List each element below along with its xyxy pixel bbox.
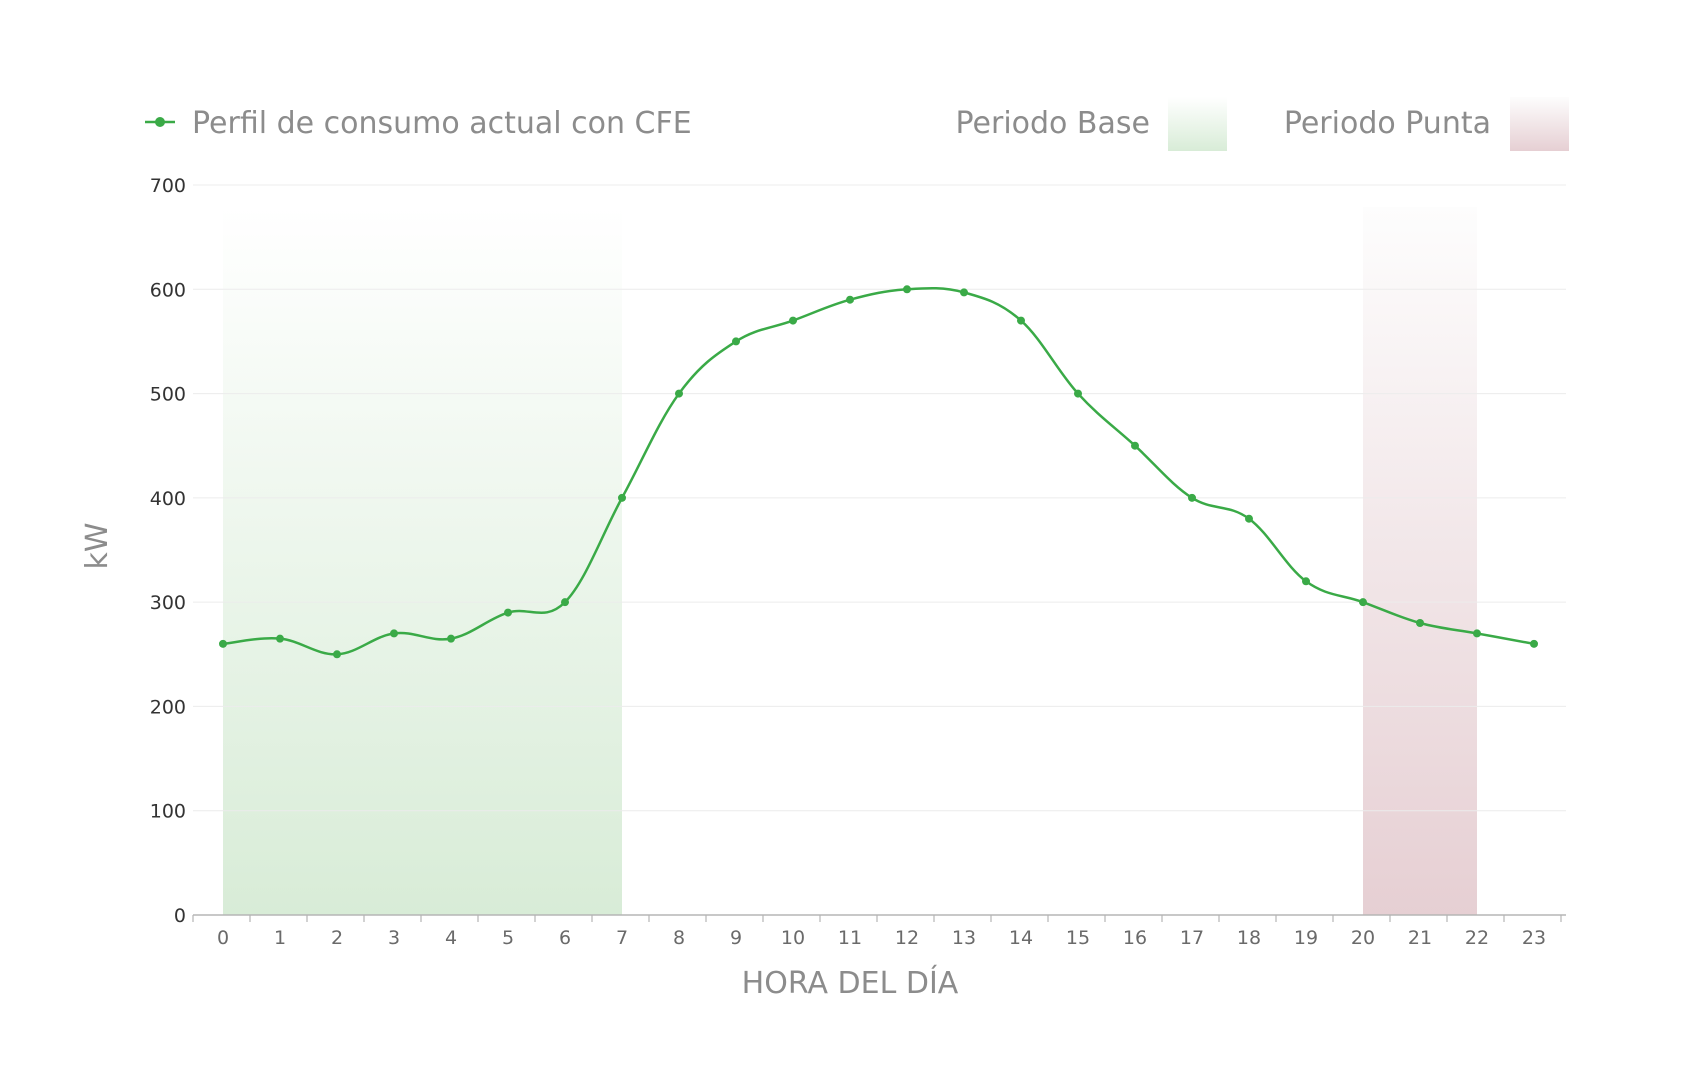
data-point[interactable] [447,634,455,643]
axis-titles: HORA DEL DÍA kW [80,522,959,1001]
grid-lines [193,184,1566,812]
data-point[interactable] [219,639,227,648]
y-tick-label: 700 [150,175,186,197]
y-tick-label: 200 [150,696,186,718]
legend-band-swatch [1510,97,1569,151]
x-tick-label: 9 [730,927,742,949]
y-tick-label: 300 [150,592,186,614]
x-tick-label: 0 [217,927,229,949]
data-point[interactable] [960,288,968,297]
data-point[interactable] [1074,389,1082,398]
x-tick-label: 22 [1465,927,1489,949]
data-point[interactable] [1359,598,1367,607]
data-point[interactable] [276,634,284,643]
series-layer [219,285,1538,659]
x-tick-label: 3 [388,927,400,949]
x-tick-label: 6 [559,927,571,949]
data-point[interactable] [1188,493,1196,502]
x-tick-label: 21 [1408,927,1432,949]
period-bands [223,207,1477,915]
x-tick-label: 17 [1180,927,1204,949]
data-point[interactable] [1302,577,1310,586]
legend-series-label[interactable]: Perfil de consumo actual con CFE [192,106,692,141]
x-tick-label: 15 [1066,927,1090,949]
y-axis-title: kW [80,522,115,569]
data-point[interactable] [789,316,797,325]
x-axis-title: HORA DEL DÍA [742,965,959,1001]
x-tick-label: 23 [1522,927,1546,949]
x-tick-label: 14 [1009,927,1033,949]
x-tick-label: 11 [838,927,862,949]
y-tick-label: 400 [150,488,186,510]
x-tick-label: 10 [781,927,805,949]
legend-band-label[interactable]: Periodo Punta [1284,106,1491,141]
data-point[interactable] [390,629,398,638]
x-tick-label: 13 [952,927,976,949]
data-point[interactable] [618,493,626,502]
x-tick-label: 1 [274,927,286,949]
legend-series-marker-icon [155,117,165,127]
data-point[interactable] [561,598,569,607]
legend-band-swatch [1168,97,1227,151]
band-periodo-punta [1363,207,1477,915]
data-point[interactable] [1473,629,1481,638]
x-tick-label: 2 [331,927,343,949]
legend: Perfil de consumo actual con CFE Periodo … [145,97,1569,151]
data-point[interactable] [675,389,683,398]
data-point[interactable] [732,337,740,346]
y-tick-label: 600 [150,279,186,301]
x-tick-label: 5 [502,927,514,949]
y-tick-label: 0 [174,905,186,927]
x-tick-label: 20 [1351,927,1375,949]
x-tick-label: 12 [895,927,919,949]
data-point[interactable] [846,295,854,304]
data-point[interactable] [1416,619,1424,627]
y-tick-label: 500 [150,384,186,406]
data-point[interactable] [903,285,911,294]
x-tick-label: 19 [1294,927,1318,949]
x-tick-label: 18 [1237,927,1261,949]
legend-band-label[interactable]: Periodo Base [956,106,1151,141]
x-tick-label: 16 [1123,927,1147,949]
x-tick-label: 4 [445,927,457,949]
band-periodo-base [223,207,622,915]
data-point[interactable] [1017,316,1025,325]
data-point[interactable] [504,608,512,617]
data-point[interactable] [1530,639,1538,648]
y-tick-label: 100 [150,801,186,823]
data-point[interactable] [333,650,341,659]
x-tick-label: 7 [616,927,628,949]
data-point[interactable] [1131,441,1139,450]
x-tick-label: 8 [673,927,685,949]
data-point[interactable] [1245,514,1253,523]
